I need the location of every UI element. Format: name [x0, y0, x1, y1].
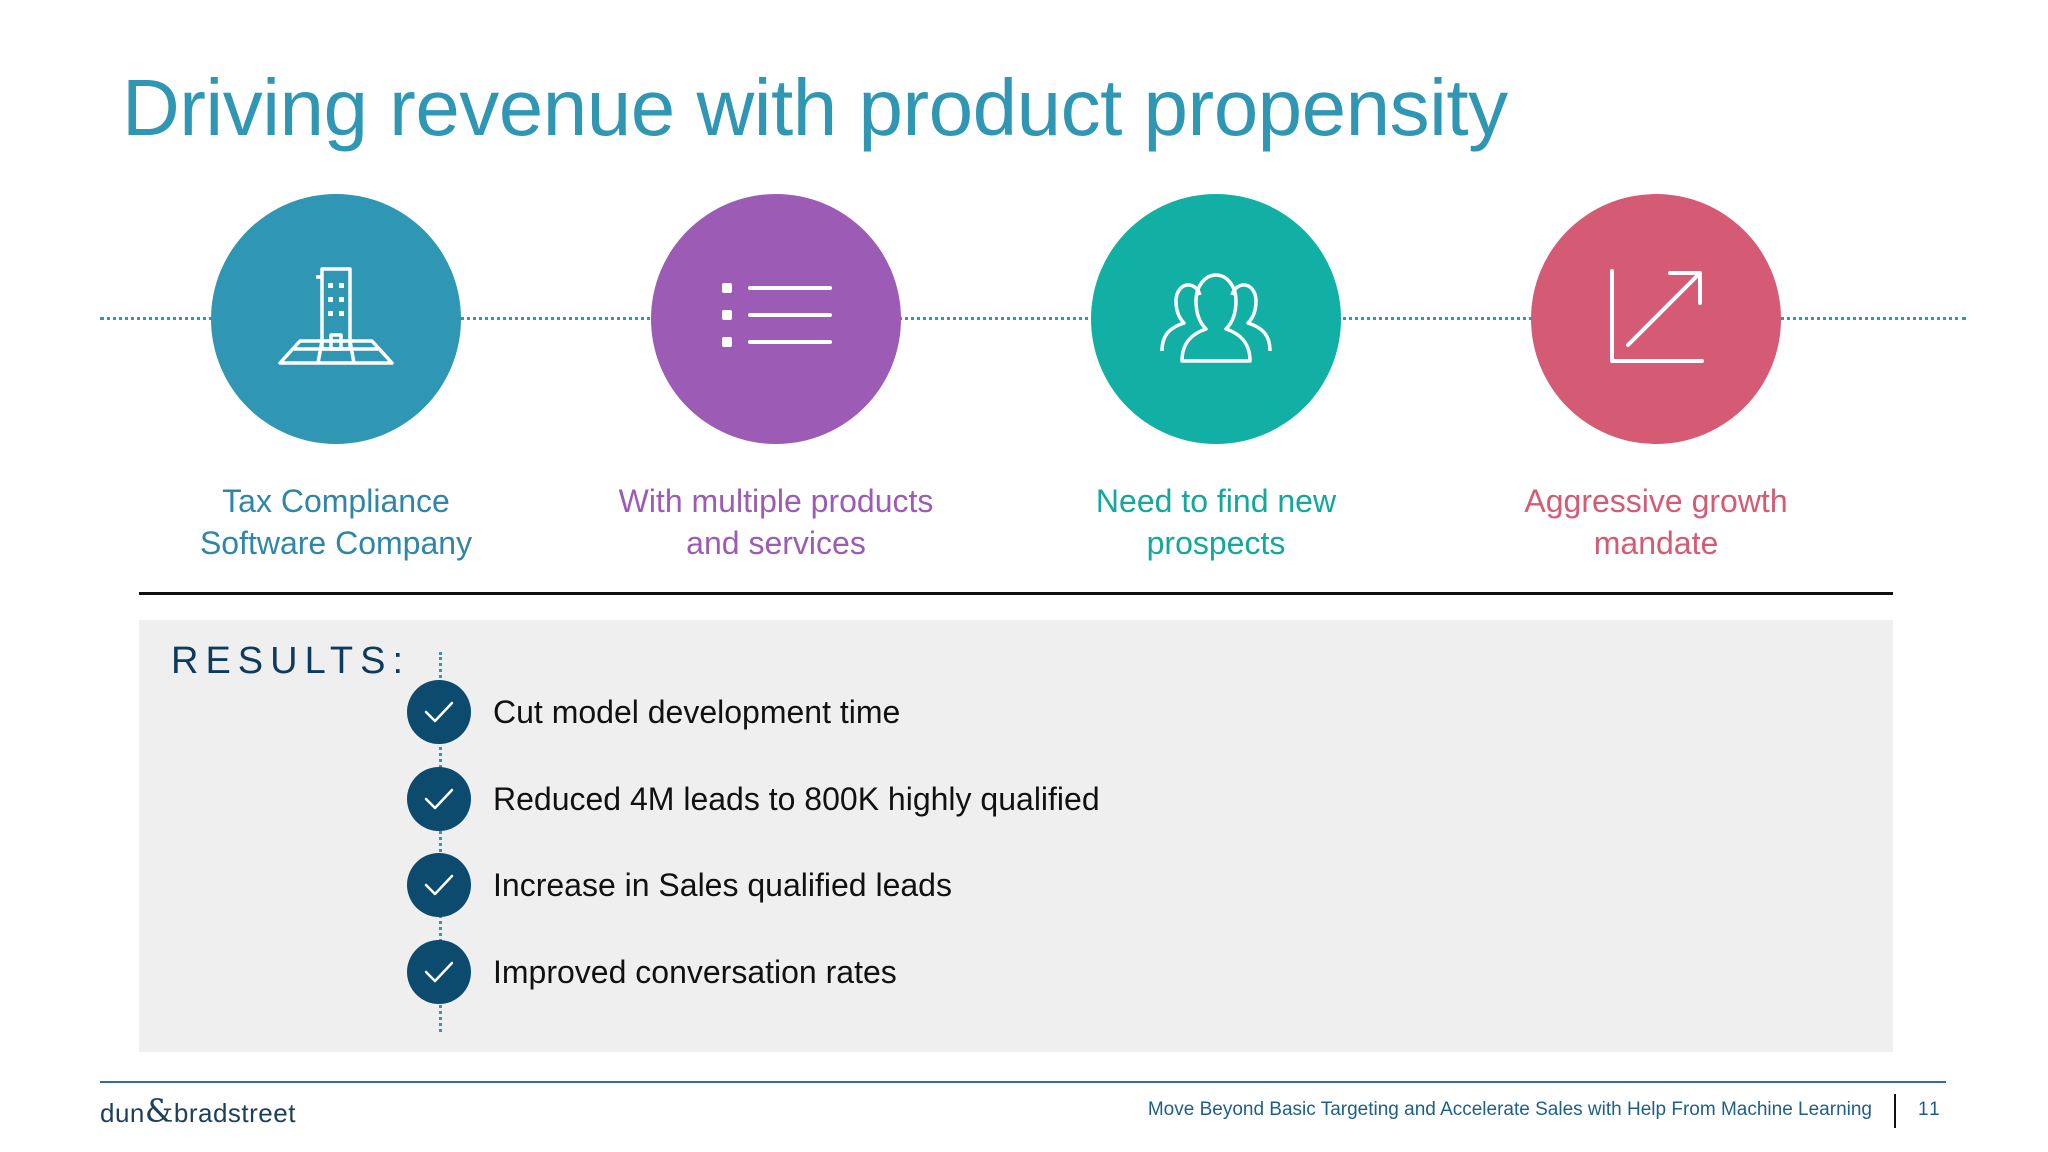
- logo-text-bradstreet: bradstreet: [173, 1098, 296, 1128]
- step-circle: [1531, 194, 1781, 444]
- results-dotted-timeline: [439, 652, 442, 1032]
- logo-text-dun: dun: [100, 1098, 145, 1128]
- step-tax-compliance: Tax Compliance Software Company: [106, 194, 566, 564]
- step-circle: [651, 194, 901, 444]
- check-icon: [407, 680, 471, 744]
- step-circle: [1091, 194, 1341, 444]
- step-multiple-products: With multiple products and services: [546, 194, 1006, 564]
- result-text: Cut model development time: [493, 693, 901, 730]
- people-group-icon: [1154, 255, 1278, 384]
- step-label-line2: Software Company: [199, 525, 473, 561]
- footer-divider: [100, 1081, 1946, 1083]
- step-label-line1: Need to find new: [1095, 483, 1337, 519]
- step-label: Tax Compliance Software Company: [106, 480, 566, 564]
- result-item: Reduced 4M leads to 800K highly qualifie…: [407, 767, 1100, 831]
- result-text: Increase in Sales qualified leads: [493, 866, 952, 903]
- check-icon: [407, 767, 471, 831]
- results-heading: RESULTS:: [171, 640, 411, 682]
- slide-title: Driving revenue with product propensity: [122, 63, 1508, 152]
- step-label: Need to find new prospects: [986, 480, 1446, 564]
- result-item: Increase in Sales qualified leads: [407, 853, 952, 917]
- step-label-line1: With multiple products: [618, 483, 934, 519]
- company-logo: dun&bradstreet: [100, 1092, 296, 1130]
- results-panel: RESULTS: Cut model development time Redu…: [139, 620, 1893, 1052]
- result-item: Improved conversation rates: [407, 940, 897, 1004]
- list-icon: [714, 255, 838, 384]
- building-icon: [274, 255, 398, 384]
- result-item: Cut model development time: [407, 680, 900, 744]
- step-label: With multiple products and services: [546, 480, 1006, 564]
- logo-ampersand: &: [144, 1092, 174, 1130]
- step-label-line1: Aggressive growth: [1524, 483, 1788, 519]
- step-label-line2: mandate: [1593, 525, 1719, 561]
- step-label-line2: prospects: [1146, 525, 1286, 561]
- step-label-line2: and services: [686, 525, 866, 561]
- step-growth-mandate: Aggressive growth mandate: [1426, 194, 1886, 564]
- step-label: Aggressive growth mandate: [1426, 480, 1886, 564]
- page-number: 11: [1918, 1099, 1942, 1120]
- check-icon: [407, 940, 471, 1004]
- section-divider: [139, 592, 1893, 595]
- result-text: Reduced 4M leads to 800K highly qualifie…: [493, 780, 1100, 817]
- step-circle: [211, 194, 461, 444]
- check-icon: [407, 853, 471, 917]
- dotted-connector-line: [100, 317, 1966, 320]
- result-text: Improved conversation rates: [493, 953, 897, 990]
- growth-arrow-icon: [1594, 255, 1718, 384]
- step-find-prospects: Need to find new prospects: [986, 194, 1446, 564]
- footer-separator: [1894, 1094, 1896, 1128]
- step-label-line1: Tax Compliance: [222, 483, 450, 519]
- footer-caption: Move Beyond Basic Targeting and Accelera…: [1147, 1099, 1872, 1120]
